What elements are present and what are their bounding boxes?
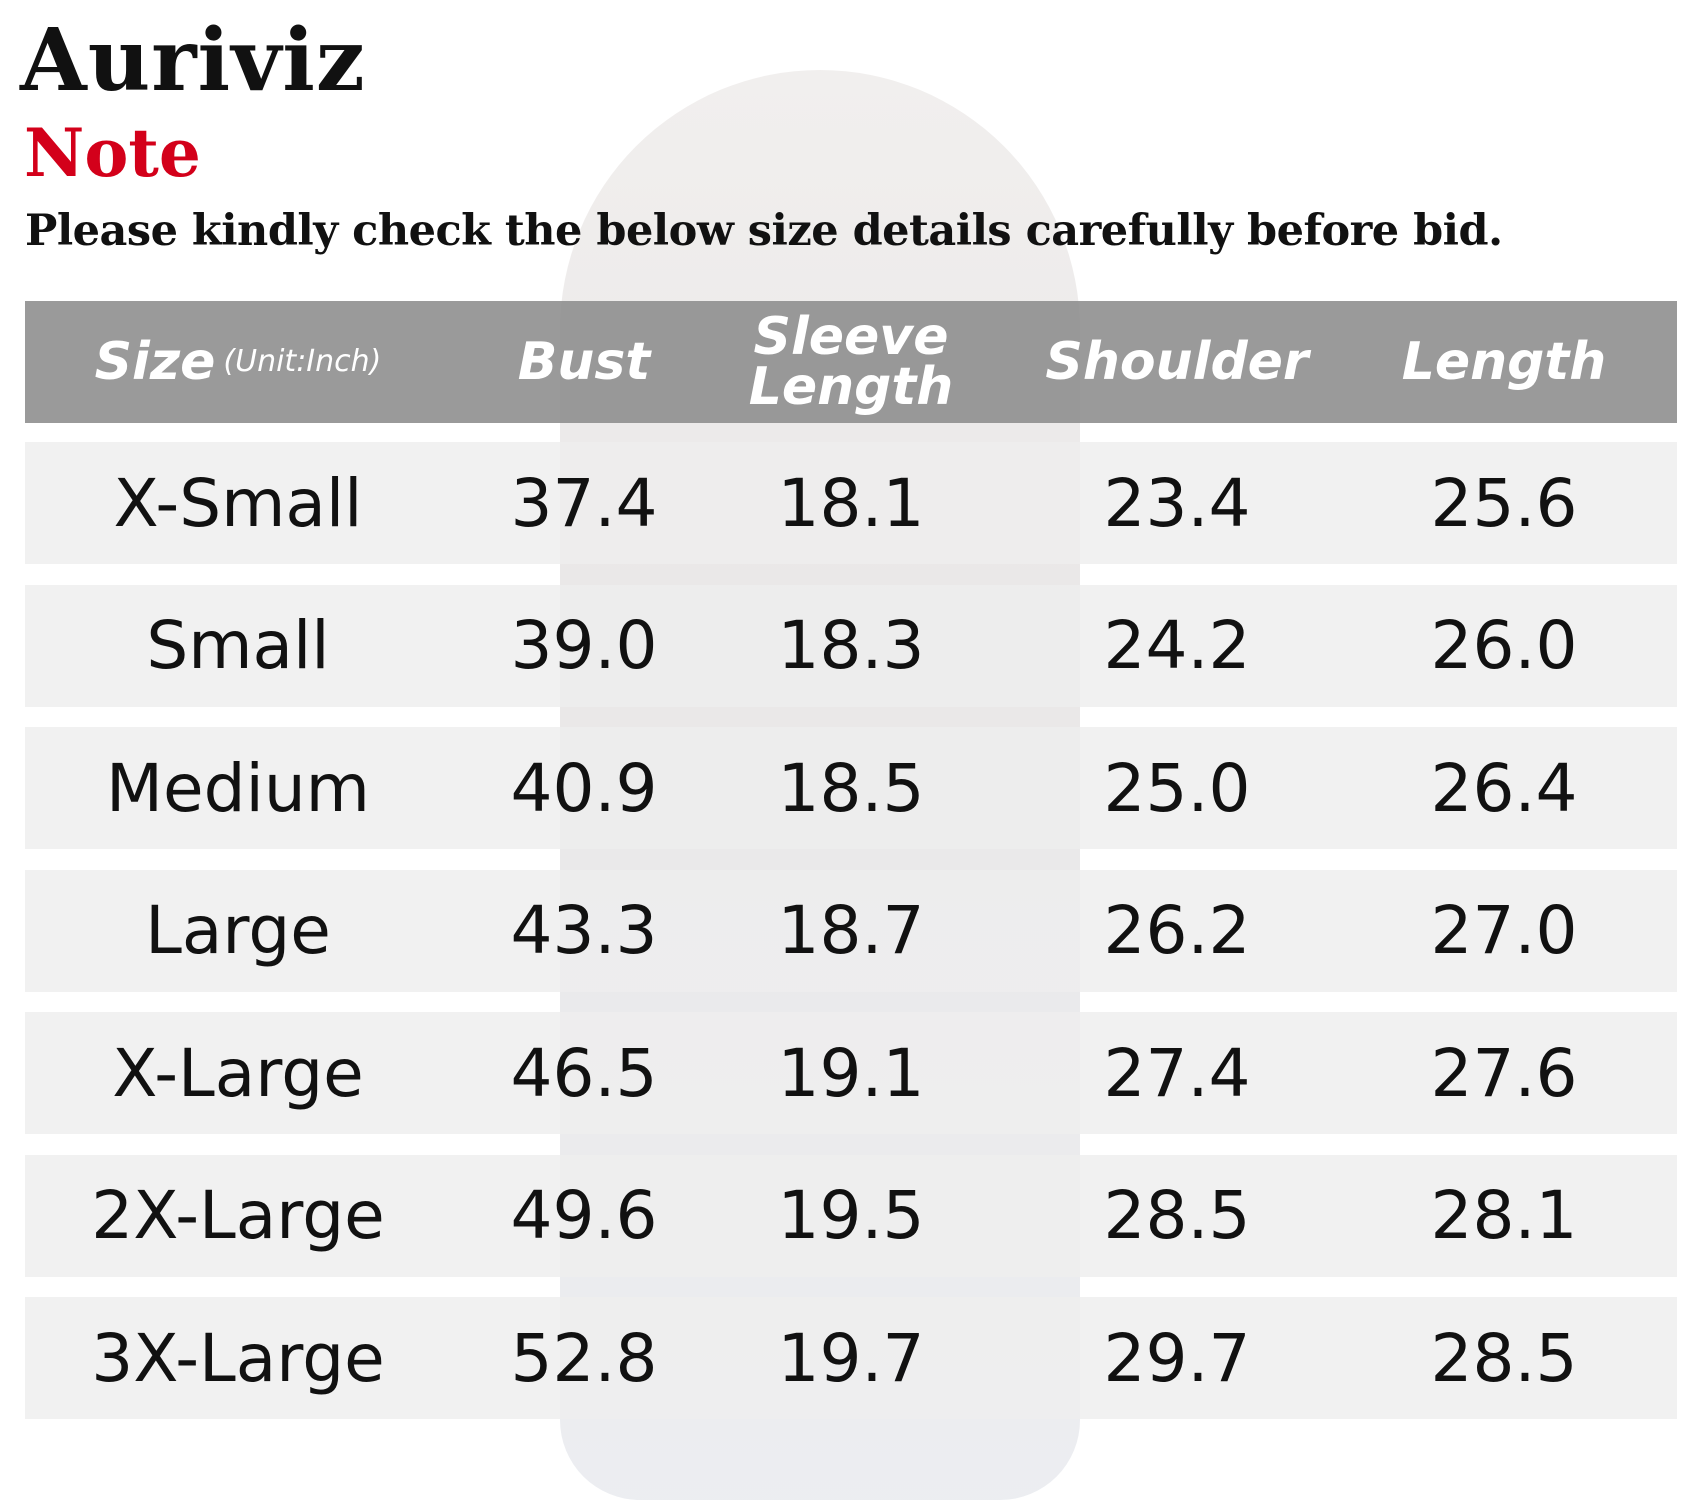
measurement: 27.4: [1103, 1034, 1251, 1112]
column-unit: (Unit:Inch): [223, 344, 382, 379]
measurement: 19.5: [777, 1177, 925, 1254]
table-row: [25, 869, 1677, 992]
measurement: 28.1: [1430, 1177, 1578, 1254]
size-label: 3X-Large: [91, 1319, 385, 1397]
size-label: Large: [145, 892, 331, 969]
table-row: [25, 1012, 1677, 1134]
measurement: 18.7: [777, 892, 925, 969]
column-header: Length: [1344, 301, 1664, 423]
note-title: Note: [24, 114, 201, 192]
measurement: 19.7: [777, 1319, 925, 1397]
size-label: X-Small: [113, 464, 363, 542]
column-name: Sleeve Length: [748, 307, 954, 417]
measurement: 19.1: [777, 1034, 925, 1112]
measurement: 40.9: [510, 749, 658, 827]
table-row: [25, 727, 1677, 849]
measurement: 23.4: [1103, 464, 1251, 542]
column-header: Size (Unit:Inch): [28, 301, 448, 423]
measurement: 25.0: [1103, 749, 1251, 827]
measurement: 27.0: [1430, 892, 1578, 969]
column-header: Sleeve Length: [731, 301, 971, 423]
table-row: [25, 1297, 1677, 1419]
measurement: 18.3: [777, 607, 925, 684]
measurement: 46.5: [510, 1034, 658, 1112]
measurement: 18.5: [777, 749, 925, 827]
measurement: 43.3: [510, 892, 658, 969]
column-name: Bust: [517, 332, 651, 392]
column-header: Shoulder: [1017, 301, 1337, 423]
measurement: 24.2: [1103, 607, 1251, 684]
column-name: Size: [94, 332, 216, 392]
column-name: Shoulder: [1045, 332, 1309, 392]
column-name: Length: [1401, 332, 1607, 392]
measurement: 26.4: [1430, 749, 1578, 827]
measurement: 28.5: [1430, 1319, 1578, 1397]
measurement: 25.6: [1430, 464, 1578, 542]
measurement: 29.7: [1103, 1319, 1251, 1397]
measurement: 26.0: [1430, 607, 1578, 684]
measurement: 28.5: [1103, 1177, 1251, 1254]
size-label: 2X-Large: [91, 1177, 385, 1254]
measurement: 27.6: [1430, 1034, 1578, 1112]
measurement: 26.2: [1103, 892, 1251, 969]
table-row: [25, 442, 1677, 564]
table-row: [25, 584, 1677, 707]
measurement: 18.1: [777, 464, 925, 542]
measurement: 52.8: [510, 1319, 658, 1397]
size-label: X-Large: [112, 1034, 364, 1112]
table-row: [25, 1154, 1677, 1277]
brand: Auriviz: [20, 10, 366, 111]
size-label: Medium: [106, 749, 370, 827]
size-label: Small: [146, 607, 330, 684]
measurement: 39.0: [510, 607, 658, 684]
measurement: 49.6: [510, 1177, 658, 1254]
header-bar: [25, 301, 1677, 423]
column-header: Bust: [464, 301, 704, 423]
measurement: 37.4: [510, 464, 658, 542]
notice: Please kindly check the below size detai…: [25, 206, 1503, 256]
